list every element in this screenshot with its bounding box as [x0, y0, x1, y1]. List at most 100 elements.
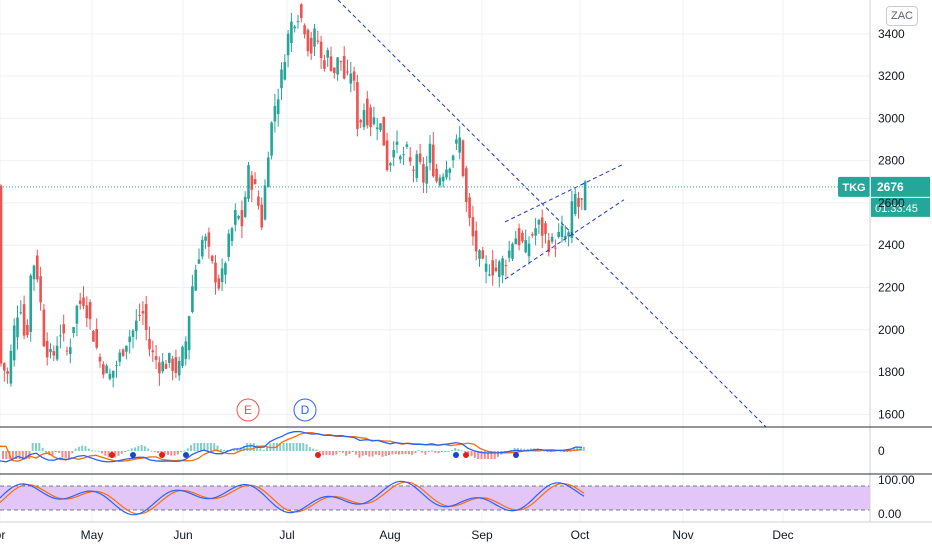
dividend-marker[interactable]: D — [293, 398, 317, 422]
macd-histogram-bar — [226, 450, 229, 451]
macd-histogram-bar — [513, 447, 516, 451]
candle-up — [12, 325, 16, 361]
candle-up — [362, 110, 366, 128]
macd-histogram-bar — [566, 451, 569, 453]
macd-histogram-bar — [368, 451, 371, 457]
candle-up — [441, 176, 445, 182]
candle-down — [85, 305, 89, 319]
candle-up — [111, 370, 115, 378]
price-tick-label: 3200 — [878, 69, 905, 83]
marker-circle — [293, 398, 317, 422]
candle-down — [517, 228, 521, 246]
currency-badge[interactable]: ZAC — [886, 6, 918, 26]
earnings-marker[interactable]: E — [236, 398, 260, 422]
candle-down — [144, 304, 148, 330]
macd-histogram-bar — [493, 451, 496, 459]
candle-up — [118, 352, 122, 362]
macd-histogram-bar — [120, 451, 123, 454]
macd-histogram-bar — [460, 450, 463, 452]
candle-up — [313, 28, 316, 47]
trendline — [504, 164, 623, 223]
macd-histogram-bar — [582, 446, 585, 451]
macd-histogram-bar — [431, 450, 433, 452]
macd-histogram-bar — [219, 449, 222, 451]
macd-histogram-bar — [35, 443, 37, 451]
macd-histogram-bar — [483, 451, 486, 459]
macd-histogram-bar — [249, 443, 252, 451]
time-tick-label: Sep — [471, 528, 493, 542]
candle-up — [115, 365, 118, 367]
candle-up — [32, 265, 36, 280]
grid-lines — [0, 0, 870, 522]
last-price-label: 2676 — [877, 180, 904, 194]
candle-up — [399, 156, 402, 160]
candle-down — [491, 260, 494, 276]
macd-histogram-bar — [242, 446, 245, 451]
macd-histogram-bar — [302, 443, 305, 451]
candle-down — [359, 120, 362, 123]
price-tick-label: 1600 — [878, 407, 905, 421]
candle-down — [435, 168, 438, 182]
macd-histogram-bar — [186, 448, 189, 451]
candle-down — [352, 71, 356, 81]
candle-up — [19, 312, 23, 314]
candle-up — [220, 268, 224, 283]
signal-line — [0, 431, 583, 462]
macd-histogram-bar — [101, 451, 103, 454]
macd-histogram-bar — [246, 443, 249, 451]
time-tick-label: Oct — [571, 528, 590, 542]
candle-down — [577, 197, 580, 207]
candle-up — [583, 181, 587, 211]
macd-histogram-bar — [233, 449, 235, 451]
macd-histogram-bar — [338, 451, 341, 453]
candle-down — [300, 4, 303, 18]
candle-up — [16, 317, 19, 338]
macd-cross-dot — [109, 452, 115, 458]
macd-histogram-bar — [81, 445, 84, 451]
macd-histogram-bar — [153, 451, 156, 452]
candle-down — [214, 262, 217, 283]
candle-down — [39, 276, 42, 303]
candle-up — [128, 336, 131, 343]
macd-histogram-bar — [259, 448, 262, 451]
macd-histogram-bar — [18, 451, 21, 459]
candle-down — [554, 247, 557, 249]
candle-up — [372, 117, 376, 125]
macd-histogram-bar — [51, 451, 54, 456]
macd-histogram-bar — [295, 443, 298, 451]
macd-histogram-bar — [203, 443, 206, 451]
candle-down — [494, 267, 498, 272]
macd-histogram-bar — [398, 451, 400, 455]
macd-histogram-bar — [97, 450, 100, 452]
candle-down — [217, 278, 221, 289]
macd-histogram-bar — [77, 446, 80, 451]
candle-up — [484, 263, 488, 272]
macd-histogram-bar — [107, 451, 110, 458]
macd-histogram-bar — [477, 451, 480, 459]
macd-histogram-bar — [470, 451, 473, 457]
candle-up — [9, 350, 13, 384]
macd-histogram-bar — [490, 451, 493, 459]
candle-down — [329, 56, 333, 71]
candle-up — [488, 274, 491, 276]
candle-down — [62, 324, 65, 334]
candle-up — [455, 139, 458, 144]
candle-down — [303, 25, 306, 35]
candle-down — [6, 371, 9, 374]
candle-down — [465, 168, 468, 202]
macd-histogram-bar — [176, 451, 179, 455]
macd-histogram-bar — [335, 451, 338, 455]
candle-up — [405, 144, 409, 147]
candle-down — [78, 300, 82, 304]
macd-histogram-bar — [127, 449, 130, 451]
macd-histogram-bar — [345, 451, 348, 456]
macd-histogram-bar — [117, 451, 120, 456]
candle-up — [564, 235, 567, 239]
macd-histogram-bar — [351, 451, 354, 452]
candle-up — [458, 137, 461, 153]
candle-up — [243, 196, 247, 217]
macd-histogram-bar — [467, 451, 470, 454]
